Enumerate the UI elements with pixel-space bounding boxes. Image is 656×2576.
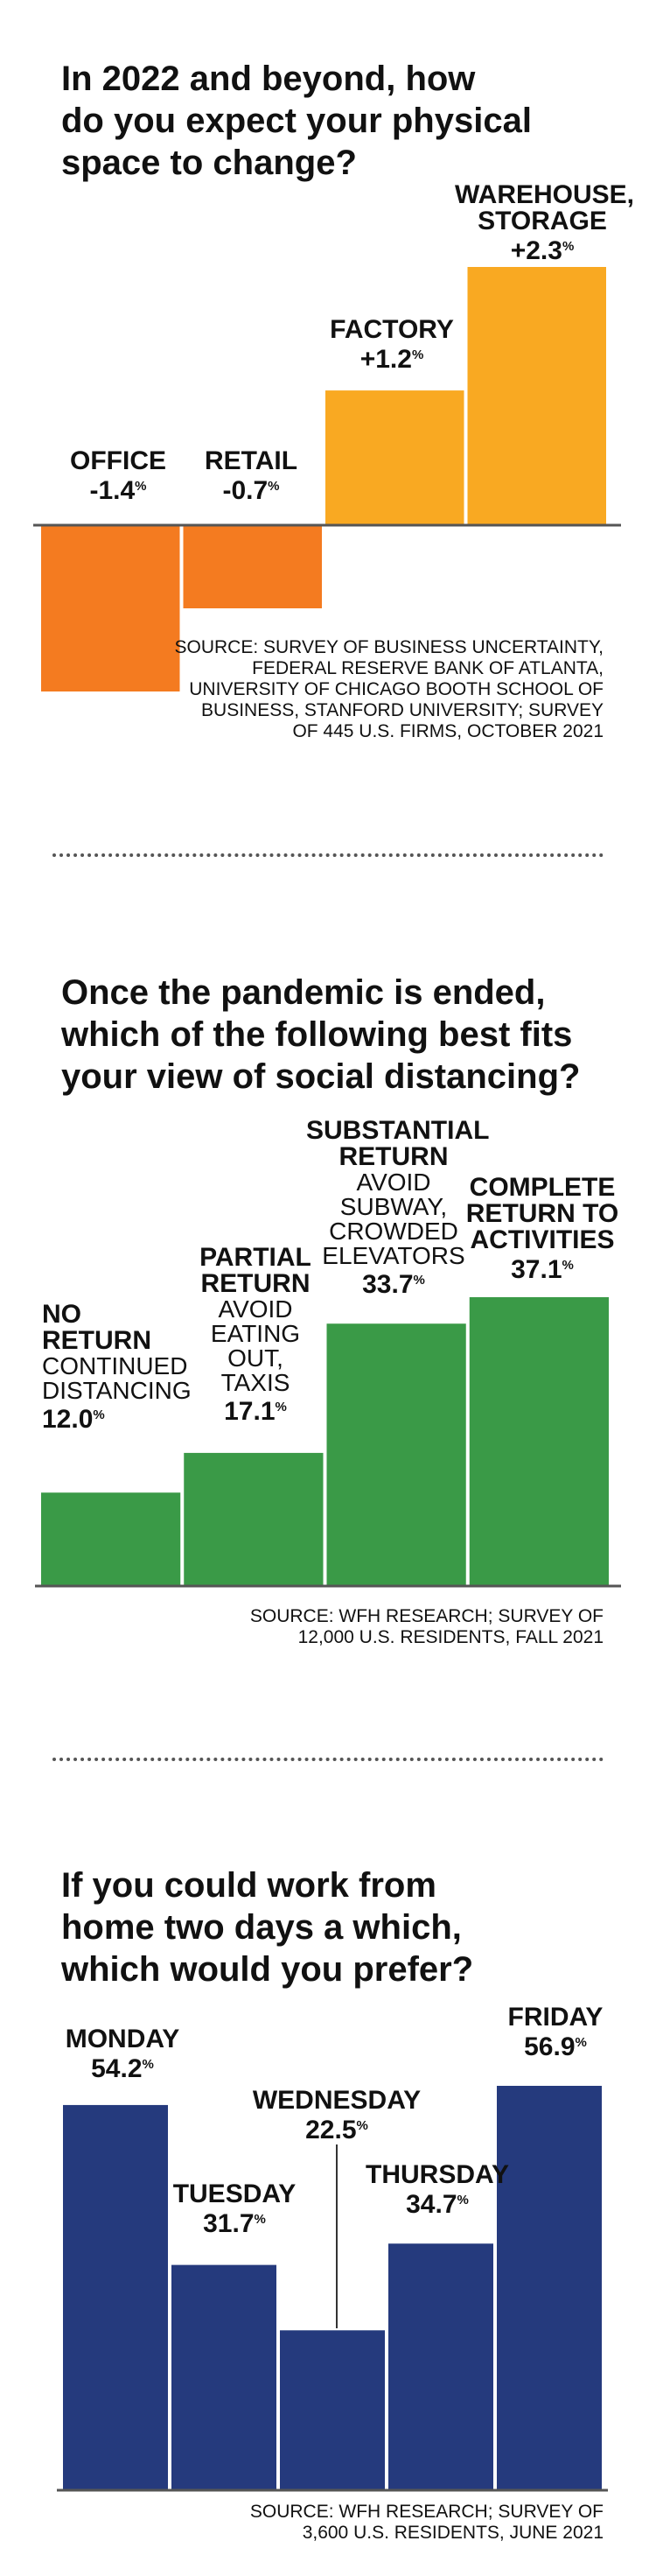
chart3-bar-3 [388, 2243, 493, 2490]
chart2-sublabel-no-return-line2: DISTANCING [42, 1377, 192, 1404]
chart1-plot [33, 267, 621, 691]
chart3-label-thursday: THURSDAY 34.7% [350, 2162, 525, 2218]
chart2-category-complete-line3: ACTIVITIES [470, 1225, 615, 1254]
chart2-category-substantial-line1: SUBSTANTIAL [306, 1116, 490, 1145]
chart2-sublabel-substantial-line3: CROWDED [329, 1218, 458, 1245]
chart2-sublabel-partial-line2: EATING [210, 1320, 301, 1347]
chart2-bar-0 [41, 1492, 181, 1586]
chart3-category-friday: FRIDAY [507, 2003, 604, 2032]
chart2-bar-2 [326, 1323, 466, 1586]
chart2-sublabel-substantial-line4: ELEVATORS [322, 1242, 465, 1269]
chart2-category-complete-line1: COMPLETE [469, 1173, 616, 1202]
chart1-category-office: OFFICE [70, 446, 166, 475]
chart3-category-tuesday: TUESDAY [172, 2179, 297, 2208]
chart3-label-tuesday: TUESDAY 31.7% [156, 2181, 313, 2237]
chart3-bar-0 [63, 2104, 168, 2490]
chart3-value-friday: 56.9% [524, 2032, 587, 2061]
chart3-source: SOURCE: WFH RESEARCH; SURVEY OF 3,600 U.… [249, 2502, 604, 2543]
chart1-value-factory: +1.2% [359, 345, 424, 374]
chart1-label-office: OFFICE -1.4% [48, 448, 188, 504]
chart1-label-retail: RETAIL -0.7% [181, 448, 321, 504]
chart2-sublabel-substantial-line2: SUBWAY, [339, 1193, 448, 1220]
chart2-category-partial-line1: PARTIAL [199, 1243, 311, 1272]
chart2-category-no-return-line2: RETURN [42, 1326, 151, 1355]
chart2-sublabel-partial-line3: OUT, [227, 1344, 283, 1372]
chart2-bar-3 [469, 1297, 609, 1586]
chart2-category-partial-line2: RETURN [200, 1269, 311, 1298]
chart3-plot [57, 2086, 608, 2492]
chart2-category-no-return-line1: NO [42, 1300, 81, 1329]
chart1-value-retail: -0.7% [222, 476, 280, 505]
chart2-source: SOURCE: WFH RESEARCH; SURVEY OF 12,000 U… [249, 1606, 604, 1647]
chart3-title: If you could work from home two days a w… [61, 1866, 474, 1989]
chart2-sublabel-substantial-line1: AVOID [356, 1169, 431, 1196]
chart3-bar-4 [497, 2086, 602, 2490]
chart1-bar-2 [325, 390, 464, 525]
chart3-value-monday: 54.2% [91, 2054, 154, 2083]
section-divider-1 [52, 853, 604, 857]
chart1-source: SOURCE: SURVEY OF BUSINESS UNCERTAINTY, … [174, 637, 604, 741]
chart1-category-retail: RETAIL [204, 446, 298, 475]
chart2-value-substantial: 33.7% [362, 1270, 425, 1299]
chart1-bar-3 [467, 267, 606, 525]
chart3-bar-1 [171, 2264, 276, 2490]
section-divider-2 [52, 1758, 604, 1761]
chart2-value-complete: 37.1% [511, 1255, 574, 1284]
chart1-label-warehouse: WAREHOUSE, STORAGE +2.3% [455, 180, 635, 265]
chart1-category-warehouse-line2: STORAGE [478, 207, 607, 235]
chart2-sublabel-partial-line1: AVOID [218, 1295, 293, 1323]
chart2-label-partial-return: PARTIAL RETURN AVOID EATING OUT, TAXIS 1… [185, 1245, 325, 1425]
chart2-category-complete-line2: RETURN TO [465, 1199, 619, 1228]
chart3-category-monday: MONDAY [65, 2025, 180, 2053]
chart2-label-complete-return: COMPLETE RETURN TO ACTIVITIES 37.1% [464, 1175, 621, 1283]
chart2-label-substantial-return: SUBSTANTIAL RETURN AVOID SUBWAY, CROWDED… [306, 1116, 490, 1299]
chart1-category-warehouse-line1: WAREHOUSE, [455, 180, 635, 209]
chart3-label-wednesday: WEDNESDAY 22.5% [249, 2088, 424, 2144]
chart3-value-thursday: 34.7% [406, 2190, 469, 2219]
chart3-value-wednesday: 22.5% [305, 2116, 368, 2144]
chart3-category-wednesday: WEDNESDAY [252, 2086, 422, 2115]
chart2-label-no-return: NO RETURN CONTINUED DISTANCING 12.0% [42, 1302, 192, 1433]
chart3-value-tuesday: 31.7% [203, 2209, 266, 2238]
chart1-label-factory: FACTORY +1.2% [322, 317, 462, 373]
chart3-label-friday: FRIDAY 56.9% [485, 2004, 625, 2060]
chart2-plot [35, 1297, 621, 1588]
chart1-bar-0 [41, 525, 180, 691]
chart3-bar-2 [280, 2330, 385, 2490]
chart2-value-partial: 17.1% [224, 1397, 287, 1426]
chart2-category-substantial-line2: RETURN [338, 1142, 449, 1171]
chart2-title: Once the pandemic is ended, which of the… [61, 973, 581, 1096]
chart1-title: In 2022 and beyond, how do you expect yo… [61, 60, 532, 182]
chart2-bar-1 [184, 1452, 324, 1586]
chart1-value-warehouse: +2.3% [510, 236, 575, 265]
chart2-sublabel-partial-line4: TAXIS [220, 1369, 290, 1396]
chart2-sublabel-no-return-line1: CONTINUED [42, 1352, 188, 1379]
chart3-category-thursday: THURSDAY [366, 2160, 509, 2189]
chart2-value-no-return: 12.0% [42, 1405, 105, 1434]
chart3-label-monday: MONDAY 54.2% [44, 2026, 201, 2082]
chart1-value-office: -1.4% [89, 476, 147, 505]
chart1-category-factory: FACTORY [330, 315, 454, 344]
chart1-bar-1 [183, 525, 322, 608]
